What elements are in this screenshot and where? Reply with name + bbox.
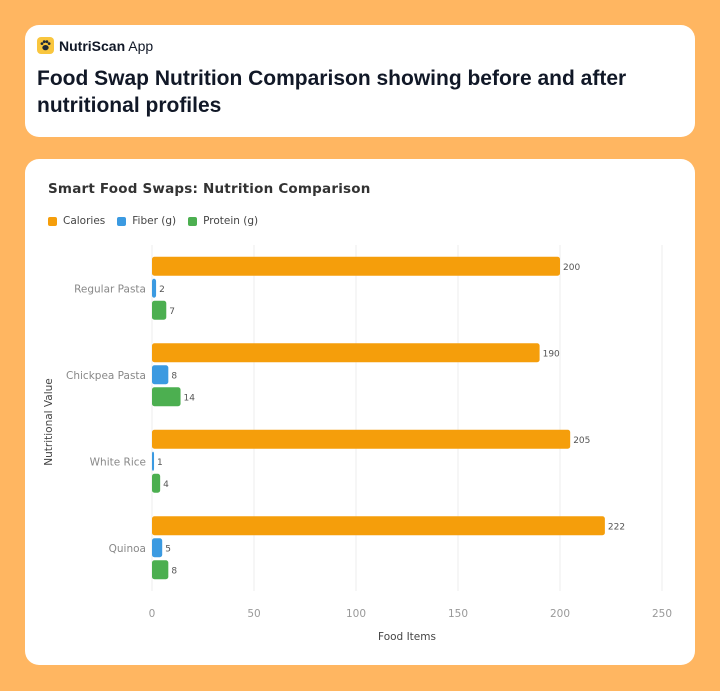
legend-label-calories: Calories: [63, 215, 106, 227]
data-label: 8: [171, 371, 177, 381]
category-label: Regular Pasta: [74, 283, 146, 295]
bar-protein-g-chickpea-pasta: [152, 387, 181, 407]
category-label: Quinoa: [109, 543, 146, 555]
legend-item-protein: Protein (g): [188, 215, 258, 227]
legend-swatch-calories: [48, 216, 57, 226]
bar-fiber-g-chickpea-pasta: [152, 365, 169, 385]
bar-protein-g-white-rice: [152, 473, 161, 493]
data-label: 14: [184, 393, 196, 403]
x-tick-label: 0: [149, 608, 156, 620]
legend: Calories Fiber (g) Protein (g): [48, 215, 270, 227]
x-tick-label: 250: [652, 608, 672, 620]
x-tick-label: 200: [550, 608, 570, 620]
page-title: Food Swap Nutrition Comparison showing b…: [37, 67, 627, 117]
bar-calories-chickpea-pasta: [152, 343, 540, 363]
category-label: White Rice: [90, 456, 146, 468]
app-name: NutriScan App: [59, 37, 154, 54]
data-label: 7: [169, 307, 175, 317]
data-label: 4: [163, 480, 169, 490]
x-axis-title: Food Items: [378, 631, 436, 643]
x-tick-label: 50: [247, 608, 260, 620]
bar-protein-g-regular-pasta: [152, 300, 167, 320]
bar-calories-white-rice: [152, 429, 571, 449]
chart-title: Smart Food Swaps: Nutrition Comparison: [48, 181, 371, 197]
x-tick-label: 150: [448, 608, 468, 620]
bar-fiber-g-white-rice: [152, 451, 155, 471]
bar-fiber-g-quinoa: [152, 538, 163, 558]
data-label: 2: [159, 285, 165, 295]
bar-protein-g-quinoa: [152, 560, 169, 580]
data-label: 222: [608, 522, 625, 532]
legend-item-fiber: Fiber (g): [117, 215, 176, 227]
legend-label-fiber: Fiber (g): [132, 215, 177, 227]
data-label: 205: [573, 436, 590, 446]
x-tick-label: 100: [346, 608, 366, 620]
legend-swatch-fiber: [117, 216, 127, 226]
data-label: 190: [543, 349, 560, 359]
data-label: 8: [171, 566, 177, 576]
paw-icon: [37, 37, 54, 54]
data-label: 5: [165, 544, 171, 554]
legend-item-calories: Calories: [48, 215, 105, 227]
header-card: NutriScan App Food Swap Nutrition Compar…: [25, 25, 695, 137]
legend-label-protein: Protein (g): [203, 215, 259, 227]
brand: NutriScan App: [37, 37, 153, 54]
data-label: 1: [157, 458, 163, 468]
bar-calories-quinoa: [152, 516, 605, 536]
bar-calories-regular-pasta: [152, 256, 560, 276]
legend-swatch-protein: [188, 216, 198, 226]
category-label: Chickpea Pasta: [66, 370, 146, 382]
chart-card: Smart Food Swaps: Nutrition Comparison C…: [25, 159, 695, 665]
y-axis-title: Nutritional Value: [43, 378, 55, 466]
bar-fiber-g-regular-pasta: [152, 278, 157, 298]
data-label: 200: [563, 263, 580, 273]
